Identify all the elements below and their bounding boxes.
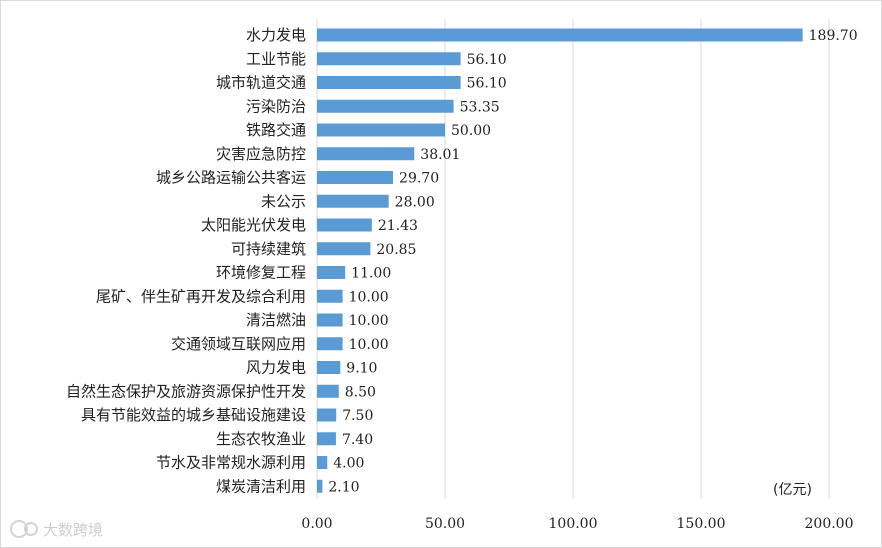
category-label: 水力发电 xyxy=(246,26,306,44)
value-label: 4.00 xyxy=(333,456,364,472)
value-label: 10.00 xyxy=(349,337,389,353)
watermark-logo-icon xyxy=(10,520,38,538)
category-label: 尾矿、伴生矿再开发及综合利用 xyxy=(96,287,306,305)
category-label: 环境修复工程 xyxy=(216,264,306,282)
bar xyxy=(317,432,336,446)
bar xyxy=(317,479,323,493)
bar xyxy=(317,99,454,113)
bar xyxy=(317,28,803,42)
x-tick-label: 100.00 xyxy=(549,516,598,532)
bar xyxy=(317,123,445,137)
value-label: 53.35 xyxy=(460,99,500,115)
category-label: 污染防治 xyxy=(246,97,306,115)
value-label: 11.00 xyxy=(351,266,391,282)
watermark: 大数跨境 xyxy=(10,520,103,539)
value-labels: 189.70 56.10 56.10 53.35 50.00 38.01 29.70 28.0… xyxy=(328,28,857,495)
x-tick-label: 50.00 xyxy=(425,516,465,532)
value-label: 8.50 xyxy=(345,384,376,400)
category-label: 城乡公路运输公共客运 xyxy=(156,169,306,187)
bar xyxy=(317,408,337,422)
value-label: 28.00 xyxy=(395,194,435,210)
bar xyxy=(317,456,328,469)
category-label: 清洁燃油 xyxy=(246,311,306,329)
x-tick-label: 150.00 xyxy=(677,516,726,532)
category-label: 可持续建筑 xyxy=(231,240,306,258)
value-label: 10.00 xyxy=(349,313,389,329)
bar xyxy=(317,313,343,327)
bar xyxy=(317,171,394,184)
category-label: 交通领域互联网应用 xyxy=(171,335,306,353)
bar xyxy=(317,242,371,256)
bar xyxy=(317,289,343,303)
value-label: 2.10 xyxy=(328,479,359,495)
bar xyxy=(317,218,372,232)
category-label: 生态农牧渔业 xyxy=(216,430,306,448)
bar xyxy=(317,384,339,398)
value-label: 9.10 xyxy=(346,361,377,377)
value-label: 50.00 xyxy=(451,123,491,139)
category-label: 太阳能光伏发电 xyxy=(201,216,306,234)
value-label: 7.50 xyxy=(342,408,373,424)
category-label: 节水及非常规水源利用 xyxy=(156,454,306,472)
x-tick-label: 200.00 xyxy=(805,516,854,532)
bar xyxy=(317,147,415,161)
value-label: 7.40 xyxy=(342,432,373,448)
value-label: 10.00 xyxy=(349,289,389,305)
value-label: 38.01 xyxy=(420,147,460,163)
value-label: 29.70 xyxy=(399,171,439,187)
unit-label: (亿元) xyxy=(773,482,812,498)
value-label: 21.43 xyxy=(378,218,418,234)
category-label: 未公示 xyxy=(261,192,306,210)
value-label: 56.10 xyxy=(467,76,507,92)
bar xyxy=(317,337,343,351)
category-label: 灾害应急防控 xyxy=(216,145,306,163)
bar xyxy=(317,52,461,66)
category-label: 煤炭清洁利用 xyxy=(216,477,306,495)
category-label: 工业节能 xyxy=(246,50,306,68)
gridlines xyxy=(316,19,830,499)
value-label: 189.70 xyxy=(809,28,858,44)
bar xyxy=(317,76,461,89)
x-tick-labels: 0.00 50.00 100.00 150.00 200.00 xyxy=(301,516,853,532)
category-label: 具有节能效益的城乡基础设施建设 xyxy=(81,406,306,424)
bars xyxy=(317,28,803,493)
category-label: 风力发电 xyxy=(246,359,306,377)
category-label: 城市轨道交通 xyxy=(216,74,306,92)
bar xyxy=(317,194,389,208)
bar xyxy=(317,361,341,374)
category-label: 铁路交通 xyxy=(246,121,306,139)
value-label: 56.10 xyxy=(467,52,507,68)
value-label: 20.85 xyxy=(376,242,416,258)
bar xyxy=(317,266,346,279)
watermark-text: 大数跨境 xyxy=(43,521,103,539)
category-labels: 水力发电工业节能城市轨道交通污染防治铁路交通灾害应急防控城乡公路运输公共客运未公… xyxy=(66,26,306,495)
x-tick-label: 0.00 xyxy=(301,516,332,532)
category-label: 自然生态保护及旅游资源保护性开发 xyxy=(66,382,306,400)
